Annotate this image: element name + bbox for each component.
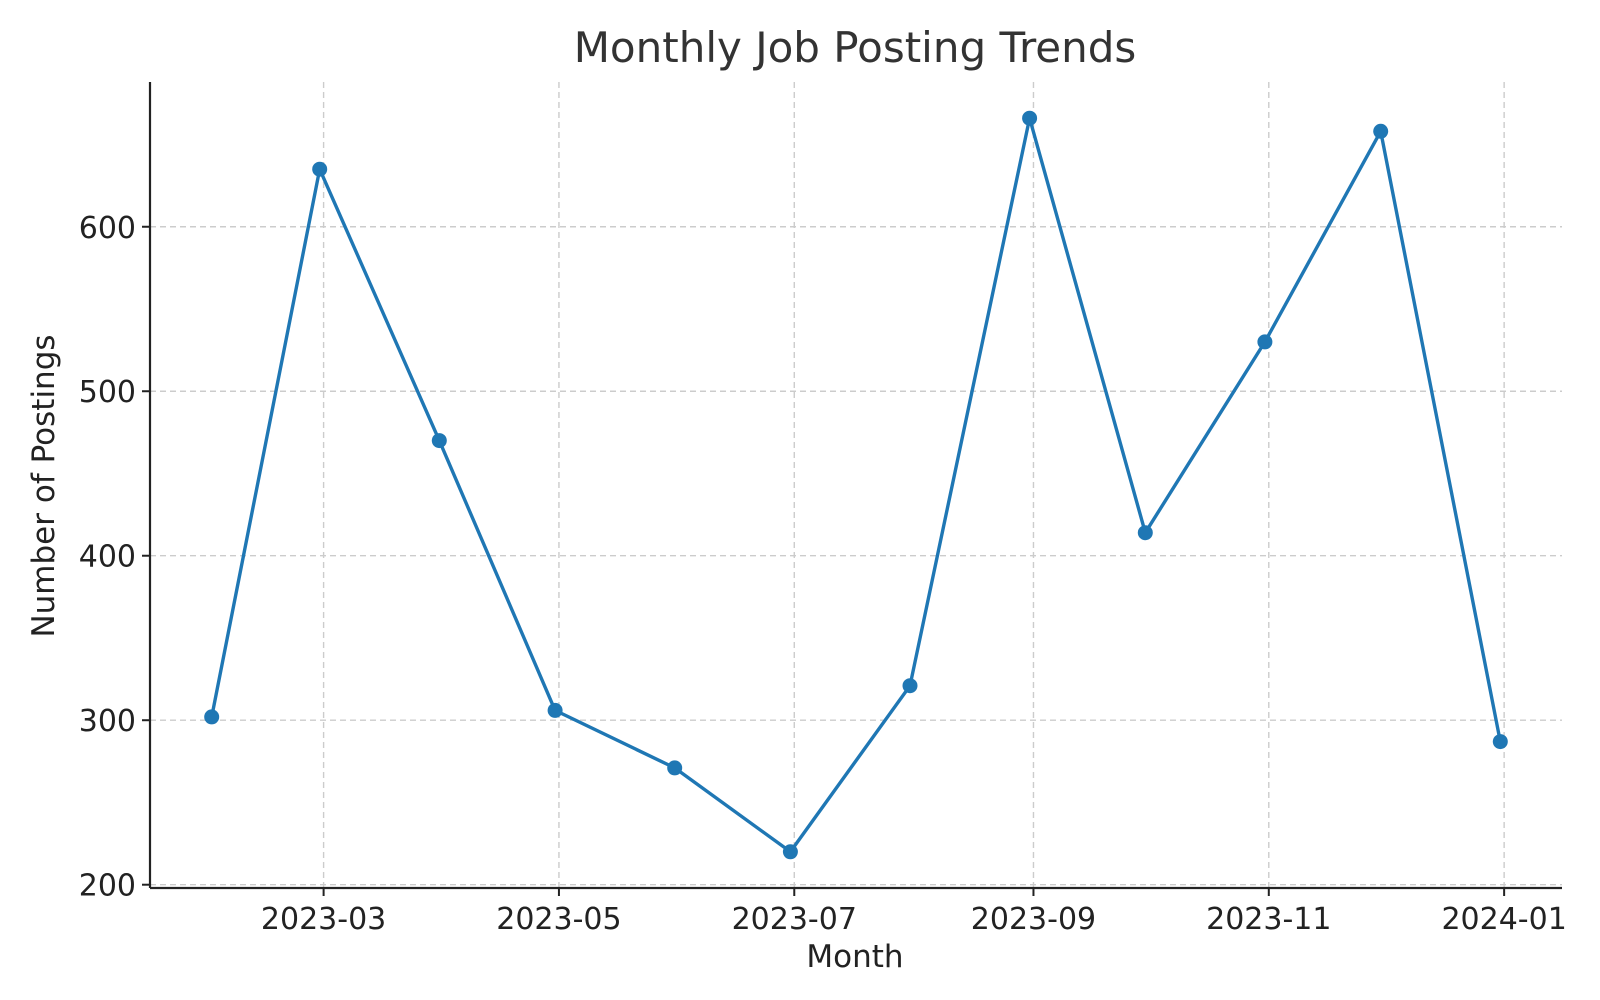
data-point[interactable]	[1022, 110, 1038, 126]
x-tick-label: 2023-07	[732, 902, 857, 937]
data-point[interactable]	[667, 760, 683, 776]
data-point[interactable]	[547, 702, 563, 718]
data-point[interactable]	[312, 161, 328, 177]
x-tick-label: 2024-01	[1441, 902, 1566, 937]
grid	[150, 82, 1562, 888]
data-point[interactable]	[902, 678, 918, 694]
y-tick-label: 500	[79, 375, 136, 410]
ticks: 2023-03 2023-05 2023-07 2023-09 2023-11 2024-…	[79, 211, 1567, 937]
x-axis-label: Month	[806, 939, 903, 975]
data-point[interactable]	[431, 433, 447, 449]
x-tick-label: 2023-05	[496, 902, 621, 937]
data-point[interactable]	[1492, 734, 1508, 750]
data-point[interactable]	[1257, 334, 1273, 350]
axes	[148, 82, 1562, 890]
x-tick-label: 2023-09	[971, 902, 1096, 937]
data-point[interactable]	[204, 709, 220, 725]
y-tick-label: 400	[79, 540, 136, 575]
y-axis-label: Number of Postings	[26, 334, 62, 637]
y-tick-label: 200	[79, 869, 136, 904]
y-tick-label: 600	[79, 211, 136, 246]
data-point[interactable]	[782, 844, 798, 860]
chart-title: Monthly Job Posting Trends	[574, 23, 1137, 72]
x-tick-label: 2023-03	[261, 902, 386, 937]
series-layer	[204, 110, 1508, 860]
x-tick-label: 2023-11	[1206, 902, 1331, 937]
data-point[interactable]	[1137, 525, 1153, 541]
data-point[interactable]	[1373, 123, 1389, 139]
y-tick-label: 300	[79, 704, 136, 739]
series-line	[209, 116, 1503, 854]
